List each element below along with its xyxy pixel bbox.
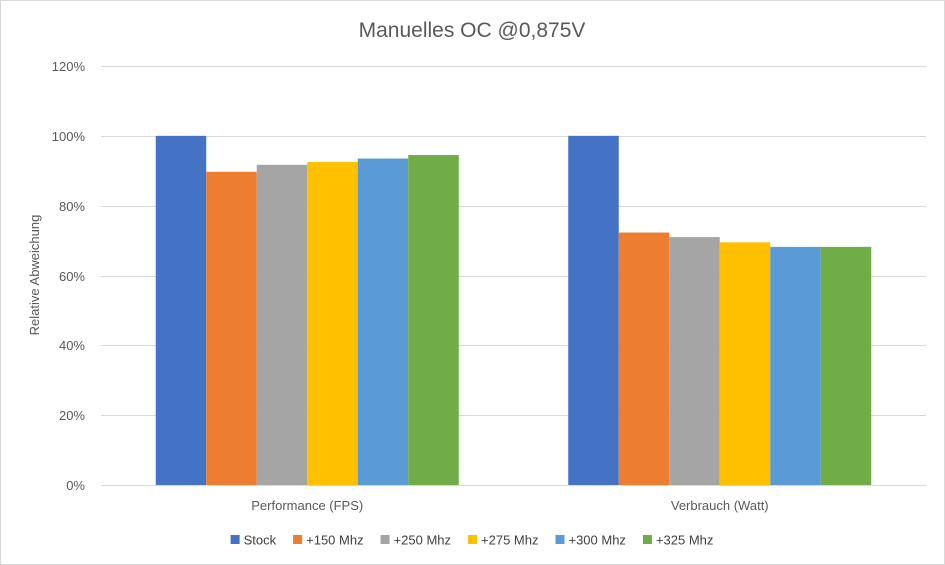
legend-label: +275 Mhz [481, 533, 538, 548]
bar-stock-performance [155, 135, 207, 486]
y-tick-label: 100% [52, 129, 86, 144]
legend-item: +275 Mhz [468, 533, 538, 548]
bar-250-mhz-verbrauch [669, 237, 720, 485]
bars [155, 135, 872, 486]
bar-275-mhz-performance [307, 162, 358, 486]
chart-title: Manuelles OC @0,875V [359, 19, 586, 42]
legend-label: +325 Mhz [656, 533, 713, 548]
legend-swatch [293, 535, 303, 544]
x-axis-ticks: Performance (FPS) Verbrauch (Watt) [251, 498, 768, 513]
bar-150-mhz-verbrauch [618, 232, 670, 485]
legend-label: +250 Mhz [394, 533, 451, 548]
legend-swatch [380, 535, 390, 544]
legend-swatch [468, 535, 478, 544]
bar-300-mhz-verbrauch [770, 246, 821, 485]
legend-item: +300 Mhz [555, 533, 626, 548]
y-tick-label: 120% [52, 59, 86, 74]
bar-stock-verbrauch [568, 135, 619, 486]
legend-label: +300 Mhz [568, 533, 625, 548]
bar-150-mhz-performance [206, 171, 257, 486]
legend-item: +325 Mhz [642, 533, 713, 548]
legend: Stock +150 Mhz +250 Mhz +275 Mhz +300 Mhz +32… [230, 533, 713, 548]
bar-325-mhz-performance [408, 155, 459, 485]
y-tick-label: 20% [59, 408, 85, 423]
bar-275-mhz-verbrauch [719, 242, 771, 485]
legend-item: +150 Mhz [293, 533, 364, 548]
legend-swatch [230, 535, 240, 544]
y-tick-label: 80% [59, 199, 85, 214]
y-tick-label: 60% [59, 269, 85, 284]
bar-300-mhz-performance [357, 158, 409, 485]
legend-label: +150 Mhz [306, 533, 363, 548]
y-axis-title: Relative Abweichung [27, 215, 42, 336]
legend-swatch [642, 535, 652, 544]
legend-item: +250 Mhz [380, 533, 451, 548]
y-tick-label: 40% [59, 338, 85, 353]
x-tick-label: Verbrauch (Watt) [671, 498, 769, 513]
legend-label: Stock [244, 533, 277, 548]
bar-250-mhz-performance [256, 164, 308, 486]
y-tick-label: 0% [66, 478, 85, 493]
legend-item: Stock [230, 533, 277, 548]
bar-325-mhz-verbrauch [820, 246, 872, 485]
y-axis-ticks: 0% 20% 40% 60% 80% 100% 120% [52, 59, 86, 493]
legend-swatch [555, 535, 565, 544]
x-tick-label: Performance (FPS) [251, 498, 363, 513]
